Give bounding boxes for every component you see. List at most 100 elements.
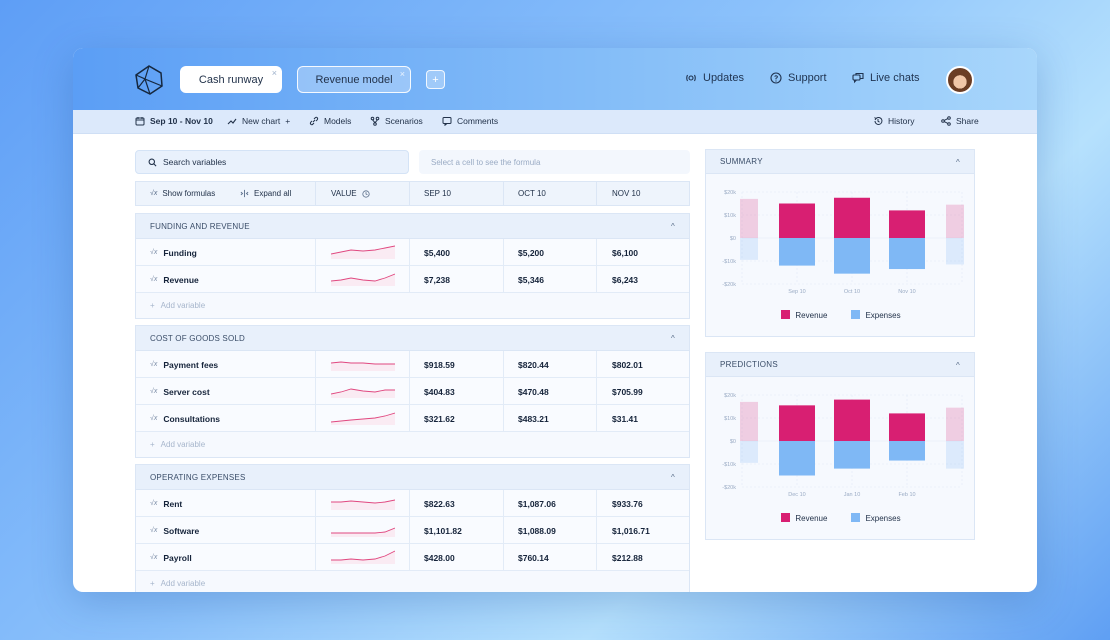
share-button[interactable]: Share	[941, 116, 979, 126]
add-variable-button[interactable]: + Add variable	[136, 432, 689, 457]
value-cell[interactable]: $5,400	[424, 247, 450, 258]
logo-icon[interactable]	[133, 64, 165, 96]
value-cell[interactable]: $6,100	[612, 247, 638, 258]
table-row[interactable]: √x Payment fees $918.59 $820.44 $802.01	[136, 351, 689, 378]
table-row[interactable]: √x Server cost $404.83 $470.48 $705.99	[136, 378, 689, 405]
value-cell[interactable]: $31.41	[612, 413, 638, 424]
revenue-bar[interactable]	[889, 210, 925, 238]
summary-card-header[interactable]: SUMMARY ^	[706, 150, 974, 174]
collapse-icon[interactable]: ^	[671, 222, 675, 231]
sparkline	[331, 273, 395, 286]
add-tab-button[interactable]: +	[426, 70, 445, 89]
value-cell[interactable]: $1,088.09	[518, 525, 556, 536]
date-range-picker[interactable]: Sep 10 - Nov 10	[135, 116, 213, 126]
expenses-bar[interactable]	[889, 441, 925, 461]
scenarios-button[interactable]: Scenarios	[370, 116, 423, 126]
variable-name-cell[interactable]: √x Rent	[150, 490, 182, 517]
value-cell[interactable]: $212.88	[612, 552, 643, 563]
app-header: Cash runway × Revenue model × + Updates …	[73, 48, 1037, 110]
expenses-bar[interactable]	[779, 238, 815, 266]
expenses-bar[interactable]	[834, 441, 870, 469]
value-cell[interactable]: $404.83	[424, 386, 455, 397]
table-row[interactable]: √x Software $1,101.82 $1,088.09 $1,016.7…	[136, 517, 689, 544]
link-icon	[309, 116, 319, 126]
new-chart-button[interactable]: New chart +	[227, 116, 290, 126]
variable-name-cell[interactable]: √x Software	[150, 517, 199, 544]
ghost-expenses-bar	[946, 441, 964, 469]
value-cell[interactable]: $5,346	[518, 274, 544, 285]
collapse-icon[interactable]: ^	[671, 334, 675, 343]
value-cell[interactable]: $428.00	[424, 552, 455, 563]
table-row[interactable]: √x Rent $822.63 $1,087.06 $933.76	[136, 490, 689, 517]
comments-button[interactable]: Comments	[442, 116, 498, 126]
table-row[interactable]: √x Revenue $7,238 $5,346 $6,243	[136, 266, 689, 293]
expand-all-button[interactable]: Expand all	[240, 182, 291, 205]
value-cell[interactable]: $918.59	[424, 359, 455, 370]
live-chats-link[interactable]: Live chats	[852, 72, 920, 84]
value-cell[interactable]: $1,016.71	[612, 525, 650, 536]
value-cell[interactable]: $1,101.82	[424, 525, 462, 536]
show-formulas-button[interactable]: √x Show formulas	[150, 182, 215, 205]
collapse-icon[interactable]: ^	[955, 158, 960, 167]
value-cell[interactable]: $820.44	[518, 359, 549, 370]
table-row[interactable]: √x Funding $5,400 $5,200 $6,100	[136, 239, 689, 266]
variable-name-cell[interactable]: √x Funding	[150, 239, 197, 266]
close-tab-icon[interactable]: ×	[271, 68, 277, 78]
close-tab-icon[interactable]: ×	[399, 69, 405, 79]
expenses-bar[interactable]	[834, 238, 870, 274]
tab-label: Cash runway	[198, 73, 264, 86]
revenue-bar[interactable]	[834, 197, 870, 238]
variable-name-cell[interactable]: √x Revenue	[150, 266, 199, 293]
table-row[interactable]: √x Payroll $428.00 $760.14 $212.88	[136, 544, 689, 571]
variable-name-cell[interactable]: √x Payment fees	[150, 351, 218, 378]
revenue-bar[interactable]	[779, 203, 815, 239]
value-cell[interactable]: $822.63	[424, 498, 455, 509]
add-variable-button[interactable]: + Add variable	[136, 293, 689, 318]
ghost-revenue-bar	[946, 407, 964, 441]
revenue-bar[interactable]	[779, 405, 815, 441]
support-link[interactable]: Support	[770, 72, 827, 84]
table-row[interactable]: √x Consultations $321.62 $483.21 $31.41	[136, 405, 689, 432]
value-cell[interactable]: $321.62	[424, 413, 455, 424]
value-column-header[interactable]: VALUE	[331, 182, 370, 205]
history-label: History	[888, 116, 915, 126]
avatar[interactable]	[946, 66, 974, 94]
value-cell[interactable]: $470.48	[518, 386, 549, 397]
updates-link[interactable]: Updates	[685, 72, 744, 84]
formula-icon: √x	[150, 276, 158, 283]
value-cell[interactable]: $760.14	[518, 552, 549, 563]
section-header[interactable]: OPERATING EXPENSES ^	[136, 465, 689, 490]
section-header[interactable]: FUNDING AND REVENUE ^	[136, 214, 689, 239]
variable-name-cell[interactable]: √x Server cost	[150, 378, 210, 405]
sparkline	[331, 527, 395, 537]
y-tick-label: -$10k	[722, 259, 736, 265]
predictions-card-header[interactable]: PREDICTIONS ^	[706, 353, 974, 377]
month-column-header[interactable]: OCT 10	[518, 189, 546, 198]
month-column-header[interactable]: SEP 10	[424, 189, 451, 198]
collapse-icon[interactable]: ^	[671, 473, 675, 482]
revenue-bar[interactable]	[889, 413, 925, 441]
value-cell[interactable]: $1,087.06	[518, 498, 556, 509]
value-cell[interactable]: $933.76	[612, 498, 643, 509]
value-cell[interactable]: $802.01	[612, 359, 643, 370]
collapse-icon[interactable]: ^	[955, 361, 960, 370]
value-cell[interactable]: $483.21	[518, 413, 549, 424]
tab-cash-runway[interactable]: Cash runway ×	[180, 66, 282, 93]
add-variable-button[interactable]: + Add variable	[136, 571, 689, 592]
month-column-header[interactable]: NOV 10	[612, 189, 641, 198]
history-button[interactable]: History	[873, 116, 914, 126]
value-cell[interactable]: $6,243	[612, 274, 638, 285]
revenue-bar[interactable]	[834, 399, 870, 441]
section-header[interactable]: COST OF GOODS SOLD ^	[136, 326, 689, 351]
variable-name-cell[interactable]: √x Consultations	[150, 405, 220, 432]
formula-bar[interactable]: Select a cell to see the formula	[419, 150, 690, 174]
value-cell[interactable]: $5,200	[518, 247, 544, 258]
tab-revenue-model[interactable]: Revenue model ×	[297, 66, 411, 93]
value-cell[interactable]: $705.99	[612, 386, 643, 397]
search-input[interactable]: Search variables	[135, 150, 409, 174]
variable-name-cell[interactable]: √x Payroll	[150, 544, 192, 571]
expenses-bar[interactable]	[889, 238, 925, 270]
models-button[interactable]: Models	[309, 116, 351, 126]
expenses-bar[interactable]	[779, 441, 815, 476]
value-cell[interactable]: $7,238	[424, 274, 450, 285]
